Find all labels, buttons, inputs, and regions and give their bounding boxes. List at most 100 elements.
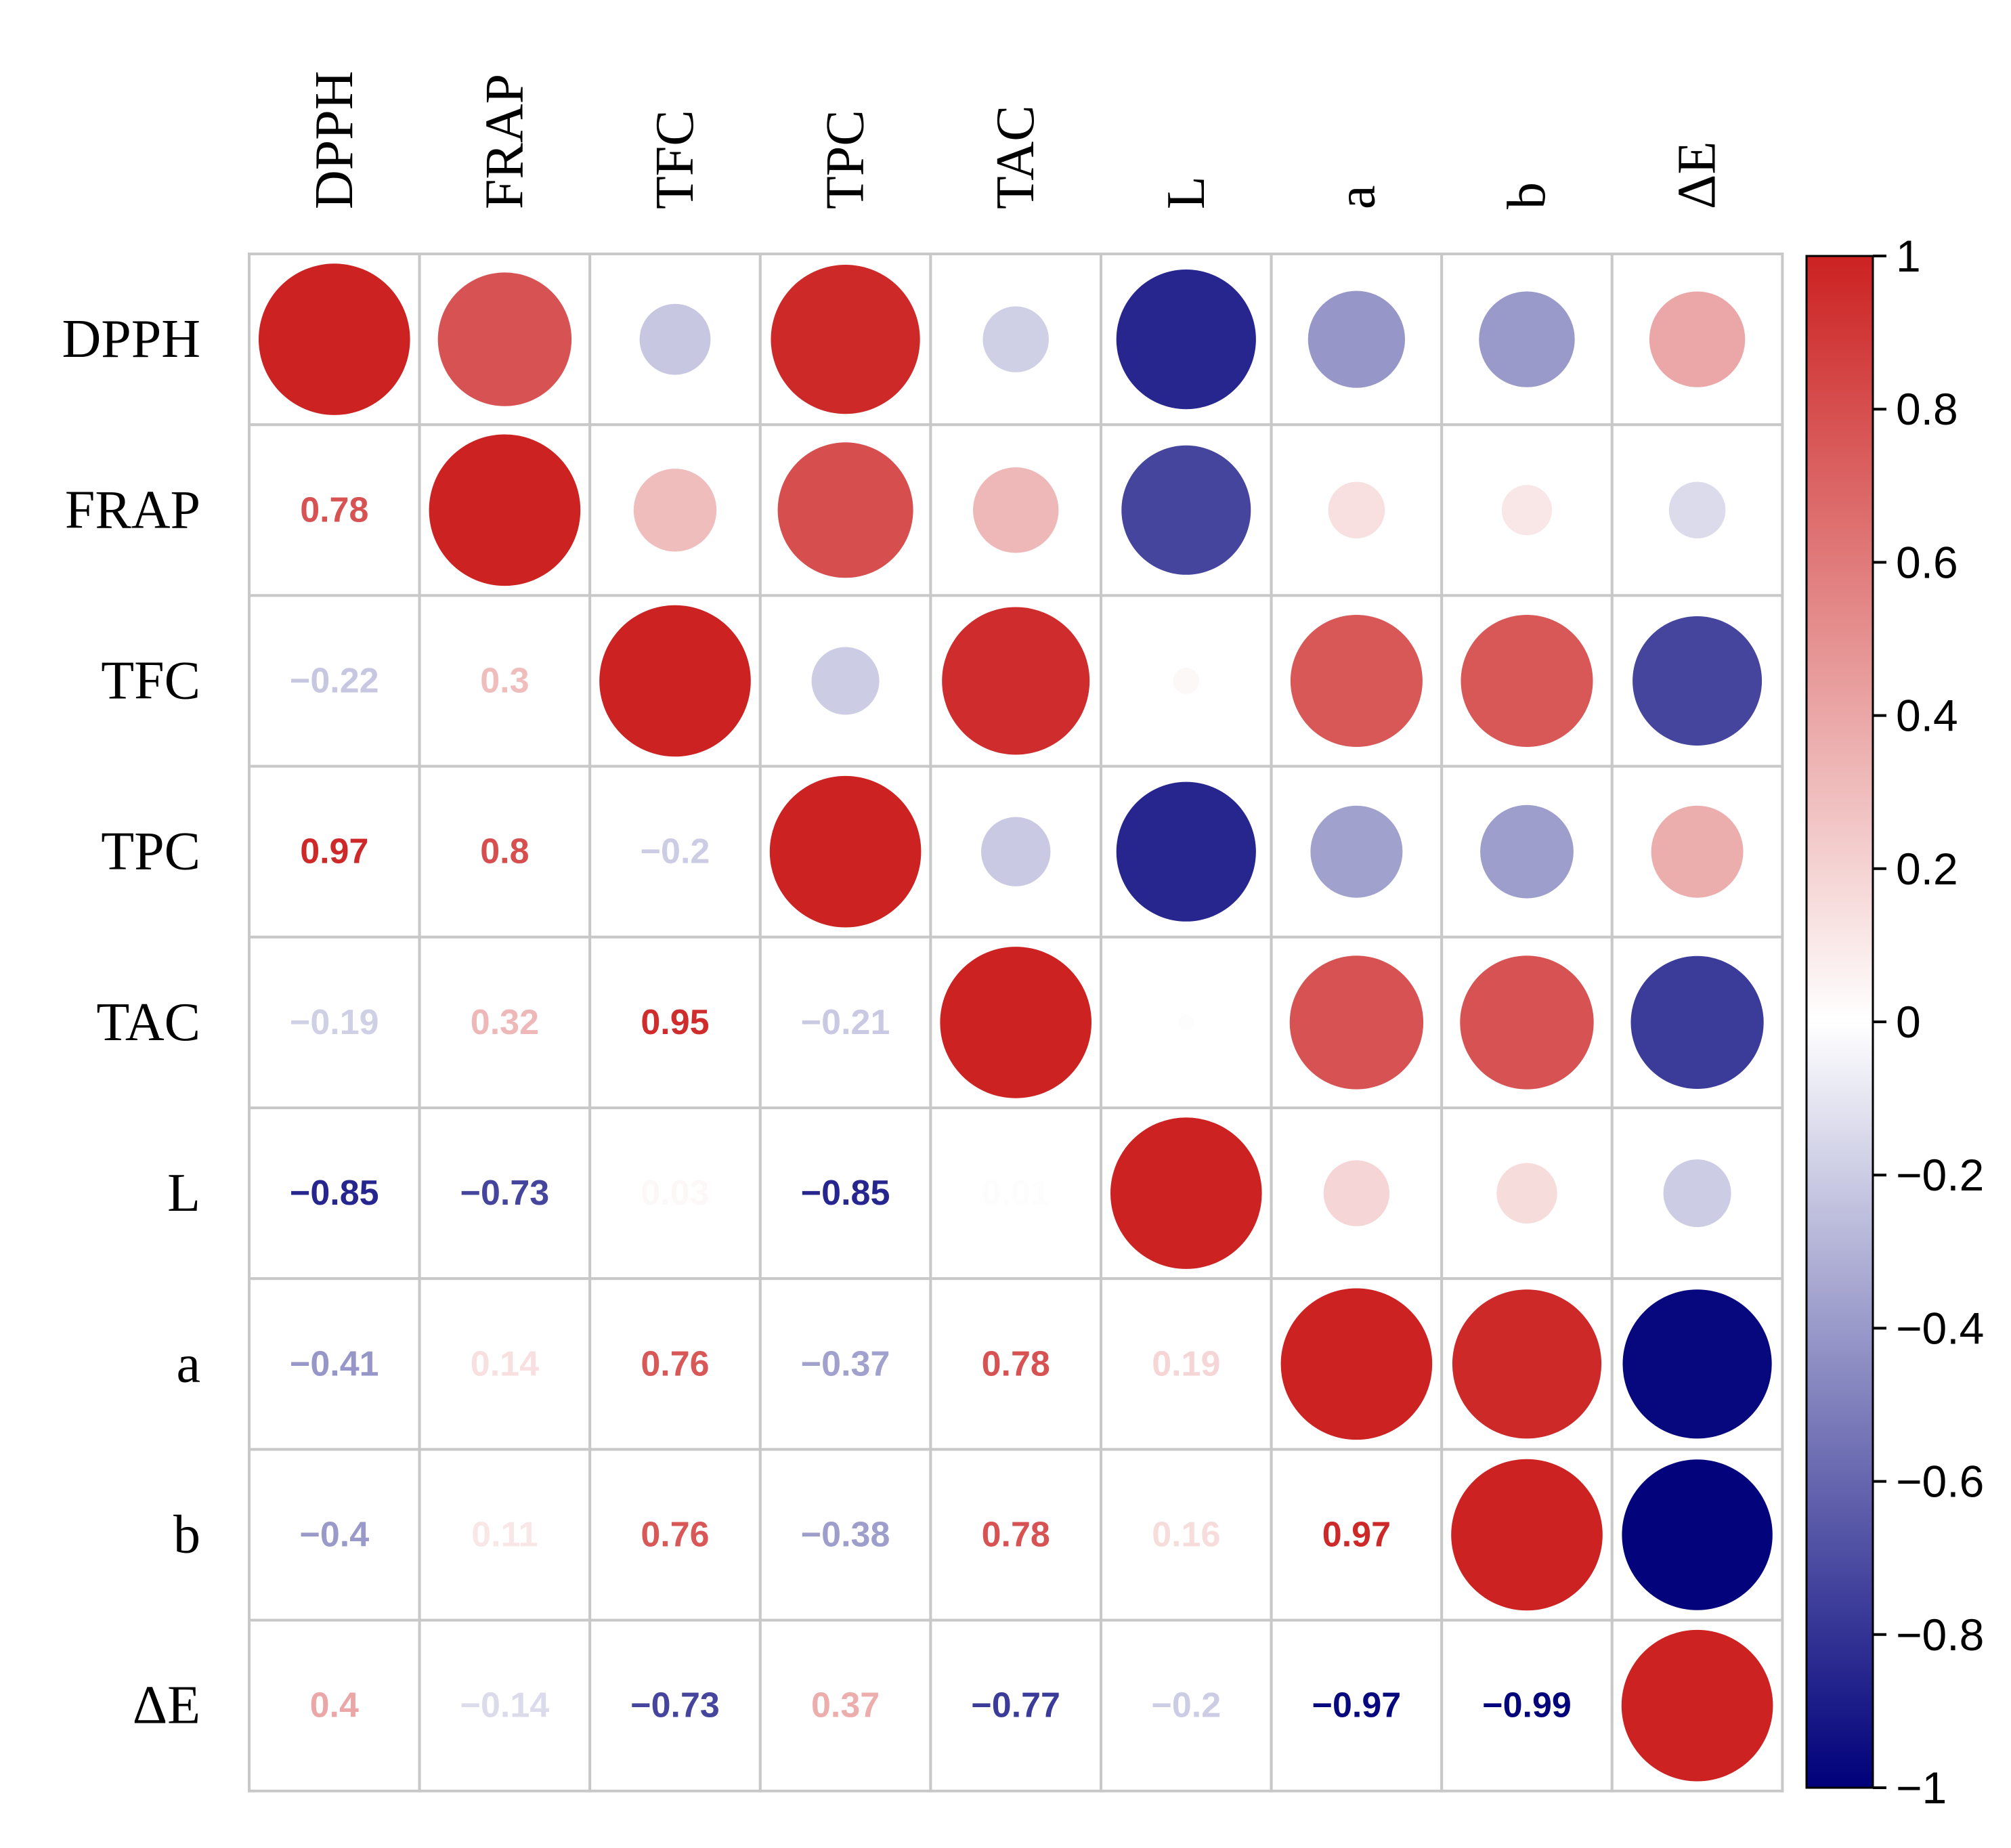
- corr-circle-TFC-L: [1173, 668, 1200, 694]
- corr-value-ΔE-TPC: 0.37: [811, 1686, 880, 1725]
- corr-circle-a-ΔE: [1622, 1289, 1772, 1439]
- corr-value-ΔE-DPPH: 0.4: [310, 1686, 359, 1725]
- corr-value-TPC-DPPH: 0.97: [300, 832, 368, 872]
- corr-circle-TFC-TFC: [599, 605, 751, 757]
- corr-circle-L-b: [1496, 1163, 1557, 1224]
- grid-cell: [758, 1106, 932, 1281]
- grid-cell: [1270, 1618, 1444, 1792]
- column-label: L: [1156, 176, 1216, 209]
- grid-cell: [418, 935, 592, 1110]
- row-label: TPC: [101, 822, 200, 882]
- corr-circle-FRAP-b: [1501, 485, 1553, 536]
- column-label: TAC: [986, 105, 1045, 209]
- corr-circle-DPPH-TFC: [639, 303, 711, 375]
- row-label: FRAP: [65, 480, 200, 540]
- row-labels: DPPH FRAP TFC TPC TAC La b ΔE: [62, 309, 200, 1736]
- corr-circle-TPC-b: [1480, 804, 1574, 899]
- corr-value-a-TAC: 0.78: [982, 1344, 1050, 1383]
- corr-circle-L-ΔE: [1663, 1159, 1731, 1228]
- corr-value-ΔE-TAC: −0.77: [971, 1686, 1060, 1725]
- colorbar-tick-label: −0.6: [1896, 1457, 1984, 1507]
- grid-cell: [929, 1448, 1103, 1622]
- corr-circle-TPC-TPC: [769, 775, 922, 928]
- grid-cell: [418, 1448, 592, 1622]
- corr-value-a-DPPH: −0.41: [290, 1344, 379, 1383]
- colorbar-tick-label: 0.2: [1896, 844, 1958, 894]
- column-label: DPPH: [305, 70, 364, 209]
- grid-cell: [248, 1277, 421, 1451]
- corr-circle-TFC-b: [1461, 615, 1593, 747]
- corr-circle-FRAP-L: [1121, 445, 1251, 575]
- corr-circle-FRAP-TFC: [633, 469, 717, 552]
- corr-value-TAC-DPPH: −0.19: [290, 1003, 379, 1042]
- grid-cell: [1100, 1618, 1273, 1792]
- row-label: L: [167, 1163, 200, 1223]
- grid-cell: [929, 1106, 1103, 1281]
- corr-circle-DPPH-TPC: [771, 265, 920, 414]
- grid-cell: [929, 1618, 1103, 1792]
- corr-value-TFC-DPPH: −0.22: [290, 662, 379, 701]
- corr-value-a-TPC: −0.37: [801, 1344, 890, 1383]
- corr-circle-DPPH-TAC: [982, 306, 1049, 372]
- corr-circle-L-a: [1323, 1160, 1390, 1226]
- corr-value-ΔE-b: −0.99: [1482, 1686, 1572, 1725]
- colorbar: 1 0.8 0.6 0.4 0.2 0 −0.2 −0.4 −0.6 −0.8 −1: [1805, 231, 1984, 1813]
- corr-circle-TPC-L: [1116, 781, 1256, 922]
- colorbar-tick-label: −0.8: [1896, 1610, 1984, 1660]
- grid-cell: [588, 765, 762, 939]
- corr-value-b-L: 0.16: [1152, 1516, 1220, 1555]
- grid-cell: [1100, 1448, 1273, 1622]
- corr-circle-FRAP-FRAP: [429, 434, 581, 586]
- corr-circle-TAC-ΔE: [1630, 955, 1764, 1089]
- row-label: DPPH: [62, 309, 200, 369]
- colorbar-tick-label: 0.8: [1896, 384, 1958, 434]
- corr-circle-FRAP-a: [1328, 481, 1385, 539]
- corr-circle-TFC-ΔE: [1632, 616, 1763, 746]
- row-label: b: [173, 1505, 200, 1565]
- corr-circle-DPPH-DPPH: [259, 263, 410, 415]
- matrix-marks: 0.78 −0.22 0.3 0.97 0.8 −0.2 −0.19 0.32 0.95 −0.2…: [259, 263, 1773, 1782]
- row-label: a: [176, 1334, 200, 1394]
- corr-circle-TAC-a: [1289, 955, 1424, 1090]
- corr-value-TAC-TPC: −0.21: [801, 1003, 890, 1042]
- colorbar-tick-label: 1: [1896, 231, 1921, 281]
- corr-value-a-FRAP: 0.14: [471, 1344, 539, 1383]
- grid-cell: [248, 1106, 421, 1281]
- colorbar-tick-label: 0.4: [1896, 691, 1958, 741]
- corr-circle-FRAP-TAC: [973, 467, 1059, 553]
- corr-value-b-a: 0.97: [1322, 1516, 1391, 1555]
- corr-value-L-FRAP: −0.73: [460, 1174, 550, 1213]
- corr-value-b-TAC: 0.78: [982, 1516, 1050, 1555]
- corr-circle-TPC-ΔE: [1651, 805, 1744, 898]
- corr-value-TAC-TFC: 0.95: [641, 1003, 709, 1042]
- column-label: ΔE: [1668, 142, 1727, 209]
- grid-cell: [248, 1448, 421, 1622]
- corr-circle-TAC-TAC: [940, 947, 1091, 1098]
- colorbar-gradient: [1805, 255, 1874, 1789]
- corr-circle-TFC-a: [1290, 615, 1423, 747]
- colorbar-ticks: 1 0.8 0.6 0.4 0.2 0 −0.2 −0.4 −0.6 −0.8 −1: [1873, 231, 1984, 1813]
- column-label: FRAP: [475, 74, 534, 209]
- corr-circle-b-b: [1451, 1459, 1603, 1611]
- corr-value-TFC-FRAP: 0.3: [480, 662, 529, 701]
- corr-circle-TFC-TAC: [942, 607, 1090, 755]
- corr-value-ΔE-L: −0.2: [1151, 1686, 1221, 1725]
- corr-value-b-FRAP: 0.11: [471, 1516, 538, 1555]
- corr-circle-DPPH-ΔE: [1649, 291, 1746, 387]
- corr-circle-DPPH-L: [1116, 270, 1256, 410]
- corr-value-TAC-FRAP: 0.32: [471, 1003, 539, 1042]
- corr-value-b-DPPH: −0.4: [299, 1516, 369, 1555]
- corr-circle-L-L: [1110, 1117, 1262, 1269]
- corr-circle-TAC-L: [1178, 1014, 1194, 1031]
- corr-value-ΔE-FRAP: −0.14: [460, 1686, 550, 1725]
- grid-cell: [418, 1106, 592, 1281]
- corr-value-a-TFC: 0.76: [641, 1344, 709, 1383]
- grid-cell: [418, 594, 592, 768]
- corr-circle-DPPH-b: [1479, 291, 1575, 387]
- colorbar-tick-label: −1: [1896, 1763, 1947, 1813]
- row-label: TFC: [101, 651, 200, 711]
- grid-cell: [758, 1448, 932, 1622]
- grid-cell: [929, 1277, 1103, 1451]
- corr-circle-DPPH-a: [1307, 291, 1405, 388]
